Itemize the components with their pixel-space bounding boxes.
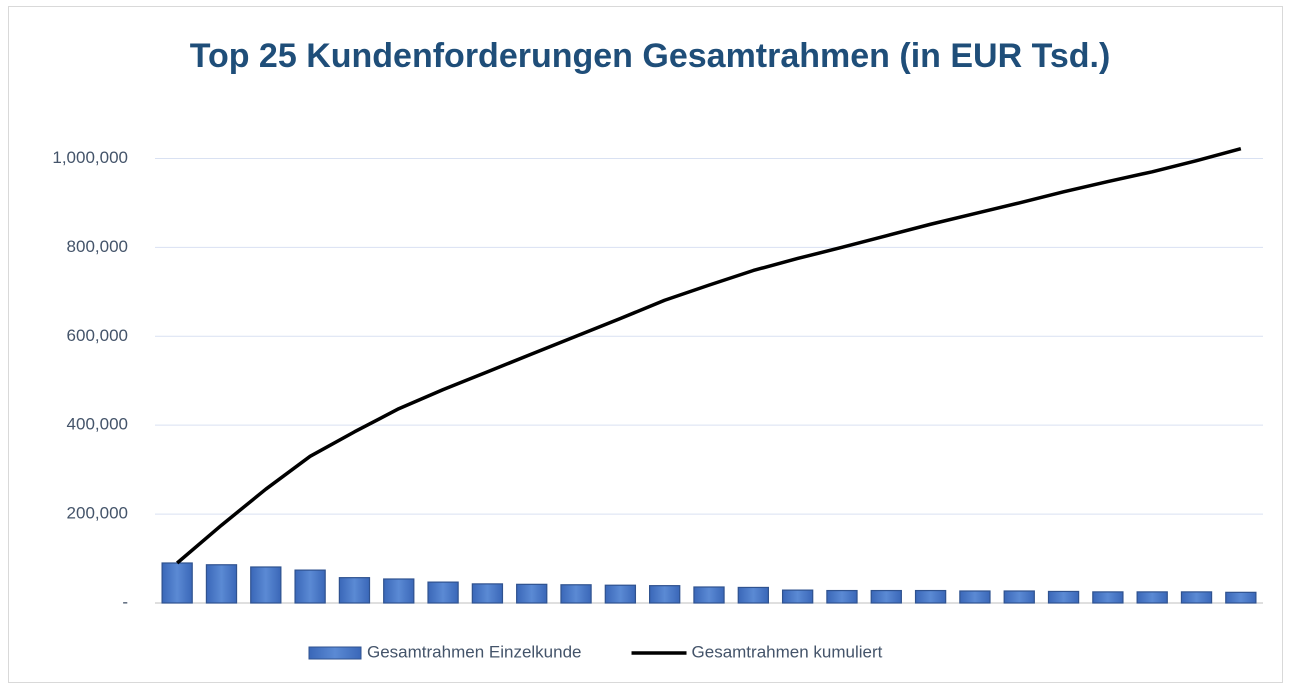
bar [1092, 591, 1124, 604]
bar [516, 583, 548, 604]
bar [649, 585, 681, 604]
legend-swatch [308, 646, 362, 660]
chart-frame [8, 6, 1283, 683]
bar [427, 581, 459, 604]
chart-title: Top 25 Kundenforderungen Gesamtrahmen (i… [190, 37, 1111, 75]
y-tick-label: - [122, 592, 128, 611]
bar [693, 586, 725, 604]
legend-label: Gesamtrahmen Einzelkunde [367, 642, 582, 661]
bar [205, 564, 238, 604]
bar [1136, 591, 1168, 604]
bar [826, 589, 858, 604]
bar [1225, 591, 1257, 604]
bar [1003, 590, 1035, 604]
bar [1180, 591, 1213, 604]
y-tick-label: 800,000 [67, 237, 128, 256]
line [176, 146, 1242, 565]
bar [1047, 590, 1080, 604]
bar [914, 589, 947, 604]
bar [161, 562, 193, 604]
bar [560, 584, 592, 604]
bar [338, 577, 371, 604]
bar [294, 569, 326, 604]
bar [604, 584, 637, 604]
bar [250, 566, 282, 604]
y-tick-label: 400,000 [67, 415, 128, 434]
y-tick-label: 1,000,000 [52, 148, 128, 167]
bar [471, 583, 504, 604]
y-tick-label: 600,000 [67, 326, 128, 345]
bar [737, 586, 769, 604]
y-tick-label: 200,000 [67, 504, 128, 523]
bar [870, 589, 902, 604]
bar [959, 590, 991, 604]
bar [383, 578, 415, 604]
legend-label: Gesamtrahmen kumuliert [692, 642, 883, 661]
bar [781, 589, 814, 604]
